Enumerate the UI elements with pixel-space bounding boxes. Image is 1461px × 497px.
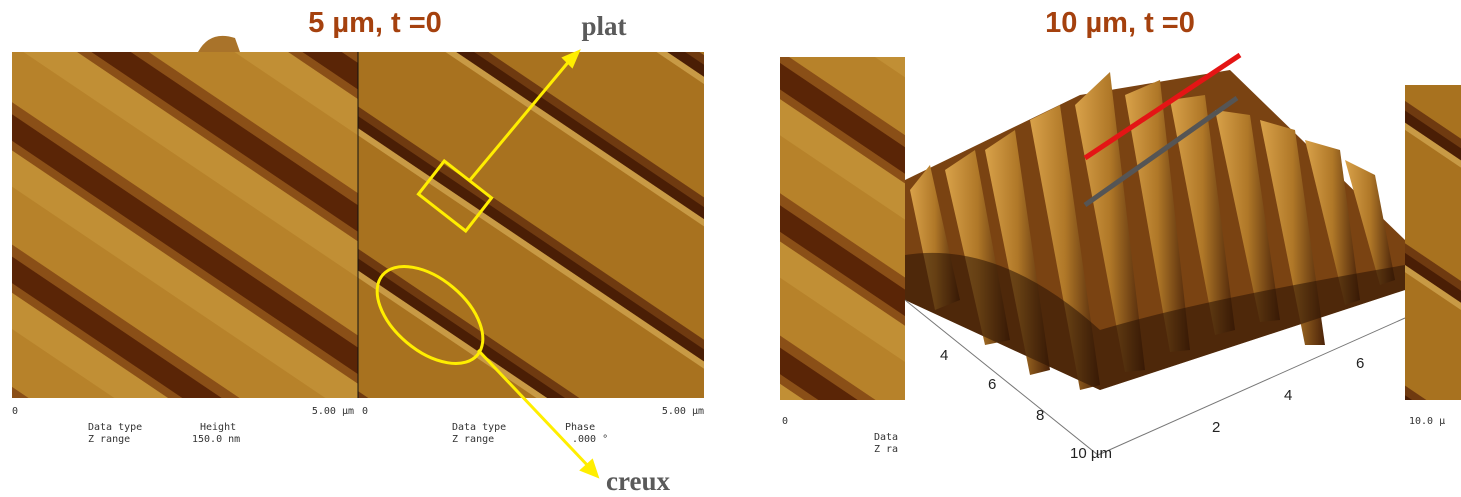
axis-tick-label: 2 — [1212, 419, 1220, 436]
label: Data type — [88, 422, 142, 433]
value: Phase — [565, 422, 595, 433]
axis-tick-label: 10 µm — [1070, 445, 1112, 462]
figure: 5 µm, t =0 plat creux 0 5.00 µm Data typ… — [0, 0, 1461, 497]
axis-tick-label: 4 — [1284, 387, 1292, 404]
value: .000 ° — [572, 434, 608, 445]
axis-label: 5.00 µm — [312, 406, 354, 417]
surface-3d — [905, 55, 1405, 455]
axis-label: 0 — [782, 416, 788, 427]
label: Z range — [452, 434, 494, 445]
axis-label: 0 — [12, 406, 18, 417]
label: Z ra — [874, 444, 898, 455]
axis-label: 5.00 µm — [662, 406, 704, 417]
axis-tick-label: 6 — [1356, 355, 1364, 372]
axis-label: 10.0 µ — [1409, 416, 1445, 427]
title: 5 µm, t =0 — [308, 7, 442, 39]
label: Data — [874, 432, 898, 443]
phase-image — [1405, 85, 1461, 400]
title: 10 µm, t =0 — [1045, 7, 1195, 39]
axis-tick-label: 4 — [940, 347, 948, 364]
debris — [198, 36, 240, 52]
height-image — [12, 52, 358, 398]
value: 150.0 nm — [192, 434, 240, 445]
label: Data type — [452, 422, 506, 433]
axis-label: 0 — [362, 406, 368, 417]
annotation: creux — [606, 466, 670, 496]
axis-tick-label: 6 — [988, 376, 996, 393]
axis-tick-label: 8 — [1036, 407, 1044, 424]
annotation: plat — [581, 11, 626, 41]
value: Height — [200, 422, 236, 433]
label: Z range — [88, 434, 130, 445]
height-image — [780, 57, 905, 400]
